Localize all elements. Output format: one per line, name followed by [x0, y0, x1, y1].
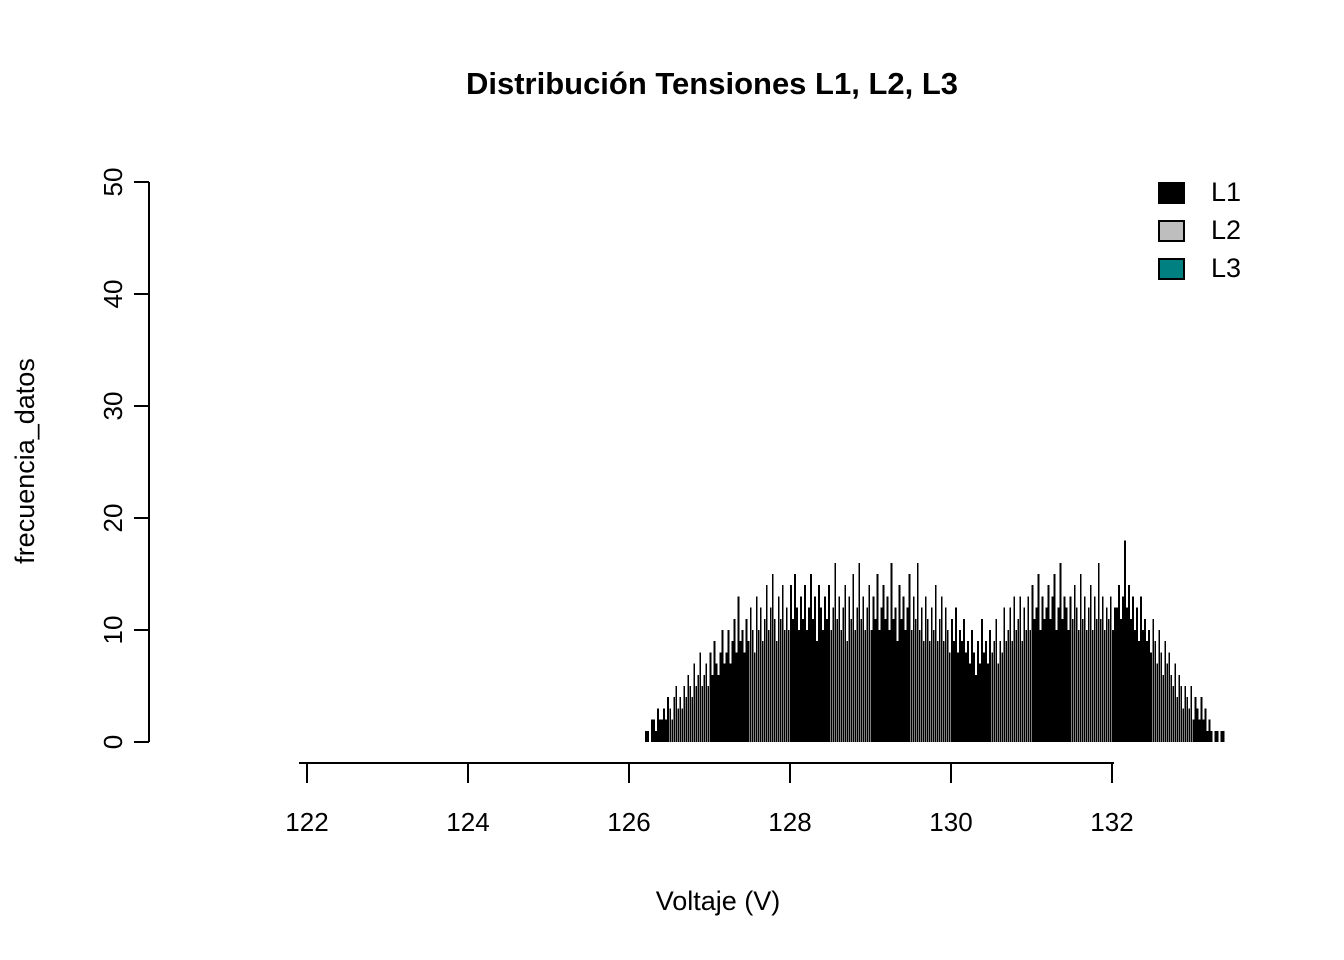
x-axis: 122 124 126 128 130 132	[285, 762, 1134, 837]
y-axis: 0 10 20 30 40 50	[98, 168, 150, 749]
x-tick-label: 132	[1090, 807, 1133, 837]
legend-label-l3: L3	[1211, 253, 1242, 283]
legend: L1 L2 L3	[1158, 177, 1242, 283]
legend-swatch-l2	[1158, 219, 1185, 242]
legend-label-l1: L1	[1211, 177, 1242, 207]
x-tick-label: 130	[929, 807, 972, 837]
y-tick-label: 30	[98, 392, 128, 421]
x-tick-label: 128	[768, 807, 811, 837]
legend-item-l3: L3	[1158, 253, 1242, 283]
x-tick-label: 122	[285, 807, 328, 837]
x-tick-label: 126	[607, 807, 650, 837]
histogram-bars-l1	[645, 540, 1225, 742]
legend-item-l1: L1	[1158, 177, 1242, 207]
y-tick-label: 0	[98, 735, 128, 749]
y-tick-label: 20	[98, 504, 128, 533]
y-tick-label: 10	[98, 616, 128, 645]
chart-title: Distribución Tensiones L1, L2, L3	[466, 66, 958, 101]
x-axis-title: Voltaje (V)	[656, 886, 781, 916]
y-axis-title: frecuencia_datos	[10, 358, 40, 564]
legend-swatch-l3	[1158, 257, 1185, 280]
legend-label-l2: L2	[1211, 215, 1242, 245]
legend-item-l2: L2	[1158, 215, 1242, 245]
legend-swatch-l1	[1158, 181, 1185, 204]
y-tick-label: 50	[98, 168, 128, 197]
x-tick-label: 124	[446, 807, 489, 837]
y-tick-label: 40	[98, 280, 128, 309]
